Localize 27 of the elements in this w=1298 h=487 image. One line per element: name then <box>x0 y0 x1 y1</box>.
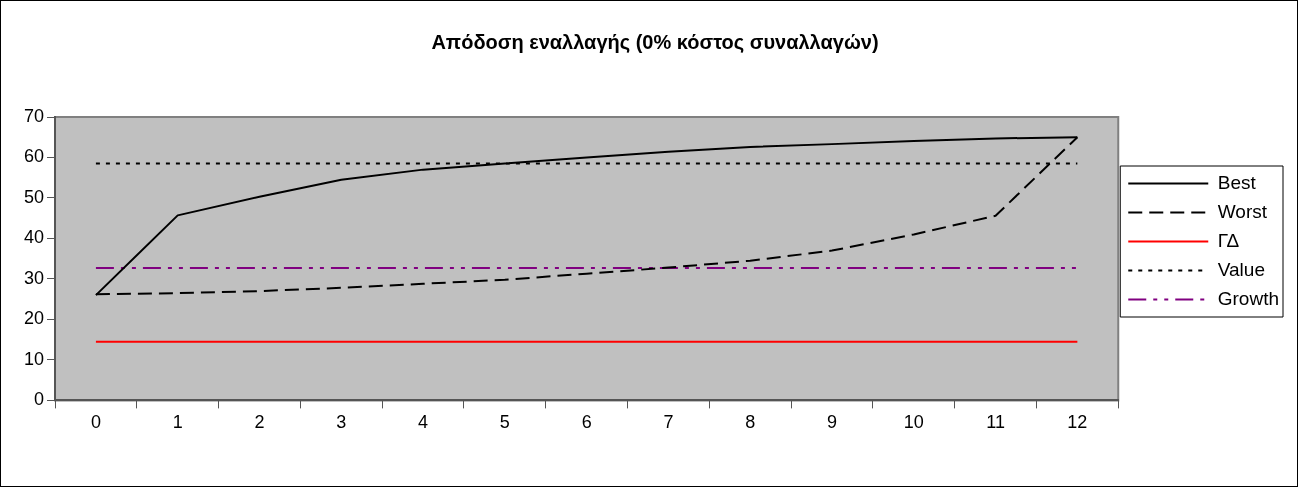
x-tick-label: 6 <box>581 412 592 433</box>
x-tick-label: 4 <box>418 412 429 433</box>
legend-label: Worst <box>1217 200 1268 222</box>
y-tick-label: 70 <box>23 105 45 126</box>
legend-label: Growth <box>1217 287 1280 309</box>
x-tick-label: 9 <box>827 412 838 433</box>
x-tick-label: 7 <box>663 412 674 433</box>
x-tick-label: 11 <box>986 412 1005 433</box>
x-tick-label: 0 <box>90 412 101 433</box>
y-tick-label: 40 <box>23 227 45 248</box>
x-tick-label: 8 <box>745 412 756 433</box>
legend-label: ΓΔ <box>1217 229 1240 251</box>
legend-label: Best <box>1217 171 1257 193</box>
y-tick-label: 50 <box>23 186 45 207</box>
y-tick-label: 60 <box>23 146 45 167</box>
chart-title: Απόδοση εναλλαγής (0% κόστος συναλλαγών) <box>431 30 879 53</box>
x-tick-label: 5 <box>499 412 510 433</box>
x-tick-label: 12 <box>1067 412 1088 433</box>
x-tick-label: 3 <box>336 412 347 433</box>
y-tick-label: 30 <box>23 267 45 288</box>
y-tick-label: 20 <box>23 308 45 329</box>
y-tick-label: 10 <box>23 348 45 369</box>
legend-label: Value <box>1217 258 1265 280</box>
y-tick-label: 0 <box>34 389 45 410</box>
x-tick-label: 1 <box>172 412 183 433</box>
x-tick-label: 10 <box>903 412 924 433</box>
x-tick-label: 2 <box>254 412 265 433</box>
